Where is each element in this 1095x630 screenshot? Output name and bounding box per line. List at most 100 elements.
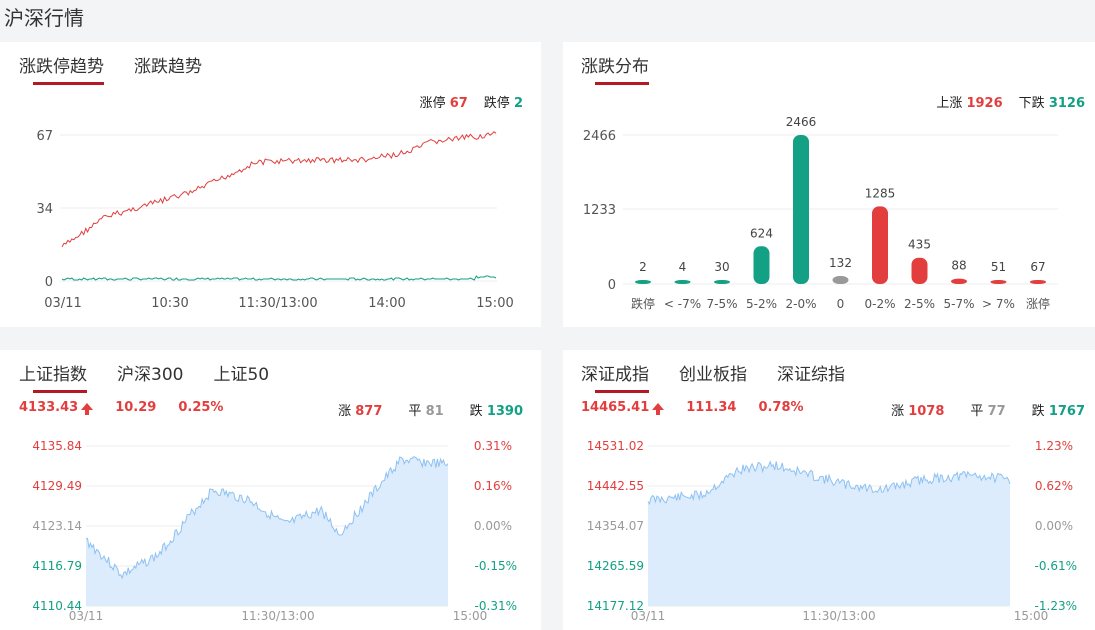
sz-down-count: 1767: [1048, 404, 1085, 419]
tab-updown-distribution[interactable]: 涨跌分布: [581, 52, 649, 85]
x-tick: 11:30/13:00: [238, 296, 317, 311]
tab-sh-composite[interactable]: 上证指数: [19, 360, 87, 393]
tab-sz-component[interactable]: 深证成指: [581, 360, 649, 393]
x-tick: 11:30/13:00: [802, 609, 875, 623]
limit-trend-tabs: 涨跌停趋势 涨跌趋势: [19, 52, 202, 85]
sz-price-line: [647, 460, 1011, 506]
sh-flat-count: 81: [425, 404, 444, 419]
sh-change-pct: 0.25%: [178, 400, 224, 415]
bar-value-label: 435: [908, 238, 931, 252]
dist-bar: [793, 135, 809, 284]
up-label: 涨: [338, 404, 352, 419]
dist-stats: 上涨 1926 下跌 3126: [936, 92, 1085, 111]
bar-value-label: 51: [991, 260, 1006, 274]
sz-up-count: 1078: [908, 404, 945, 419]
limit-down-count: 2: [513, 96, 523, 111]
right-tick: 0.16%: [474, 479, 512, 493]
right-tick: -0.31%: [475, 599, 517, 613]
left-tick: 4116.79: [32, 559, 82, 573]
up-arrow-icon: [652, 403, 665, 415]
flat-label: 平: [970, 404, 984, 419]
right-tick: -1.23%: [1035, 599, 1077, 613]
limit-trend-panel: 涨跌停趋势 涨跌趋势 涨停 67 跌停 2 67 34 0 03/11 10:3…: [0, 42, 541, 327]
x-tick: 11:30/13:00: [241, 609, 314, 623]
limit-down-label: 跌停: [483, 96, 510, 111]
tab-sz-composite[interactable]: 深证综指: [777, 365, 845, 385]
right-tick: -0.61%: [1035, 559, 1077, 573]
y-tick: 67: [36, 129, 53, 144]
left-tick: 4135.84: [32, 439, 82, 453]
category-label: > 7%: [982, 297, 1015, 311]
flat-label: 平: [408, 404, 422, 419]
dist-bar: [951, 278, 967, 284]
y-tick: 34: [36, 202, 53, 217]
left-tick: 4129.49: [32, 479, 82, 493]
down-label: 跌: [1031, 404, 1045, 419]
limit-down-series-line: [61, 275, 497, 281]
up-label: 涨: [891, 404, 905, 419]
sz-quote-row: 14465.41 111.34 0.78%: [581, 400, 804, 415]
bar-value-label: 88: [951, 259, 966, 273]
sh-up-count: 877: [355, 404, 383, 419]
bar-value-label: 67: [1030, 260, 1045, 274]
dist-bar: [832, 276, 849, 284]
x-tick: 15:00: [1014, 609, 1049, 623]
right-tick: 1.23%: [1035, 439, 1073, 453]
left-tick: 14442.55: [587, 479, 644, 493]
dist-bar: [635, 280, 651, 284]
category-label: 5-7%: [943, 297, 974, 311]
limit-up-series-line: [61, 131, 497, 248]
tab-updown-trend[interactable]: 涨跌趋势: [134, 57, 202, 77]
category-label: 涨停: [1026, 296, 1050, 311]
left-tick: 14531.02: [587, 439, 644, 453]
y-tick: 0: [45, 275, 53, 290]
sz-intraday-chart: 14531.02 14442.55 14354.07 14265.59 1417…: [587, 439, 1077, 623]
sz-price-area: [648, 461, 1010, 606]
dist-bar: [753, 246, 770, 284]
sz-breadth: 涨 1078 平 77 跌 1767: [891, 400, 1085, 419]
dist-bar: [674, 280, 691, 284]
category-label: 2-0%: [785, 297, 816, 311]
right-tick: -0.15%: [475, 559, 517, 573]
sh-intraday-chart: 4135.84 4129.49 4123.14 4116.79 4110.44 …: [32, 439, 517, 623]
bar-value-label: 1285: [865, 186, 896, 200]
x-tick: 03/11: [631, 609, 666, 623]
tab-limit-trend[interactable]: 涨跌停趋势: [19, 52, 104, 85]
sz-change-pct: 0.78%: [758, 400, 804, 415]
bar-value-label: 624: [750, 226, 773, 240]
up-label: 上涨: [936, 96, 963, 111]
limit-up-label: 涨停: [419, 96, 446, 111]
dist-bar: [990, 280, 1007, 284]
x-tick: 10:30: [151, 296, 188, 311]
left-tick: 14265.59: [587, 559, 644, 573]
limit-stats: 涨停 67 跌停 2: [420, 92, 523, 111]
bar-value-label: 2: [639, 260, 647, 274]
tab-chinext[interactable]: 创业板指: [679, 365, 747, 385]
down-label: 跌: [469, 404, 483, 419]
tab-sse50[interactable]: 上证50: [213, 365, 270, 385]
y-tick: 0: [608, 278, 616, 293]
sz-index-panel: 深证成指 创业板指 深证综指 14465.41 111.34 0.78% 涨 1…: [563, 350, 1095, 630]
dist-bar: [714, 280, 730, 284]
right-tick: 0.00%: [474, 519, 512, 533]
sh-price-line: [85, 456, 449, 580]
sz-flat-count: 77: [987, 404, 1006, 419]
x-tick: 03/11: [44, 296, 81, 311]
sh-index-panel: 上证指数 沪深300 上证50 4133.43 10.29 0.25% 涨 87…: [0, 350, 541, 630]
left-tick: 4123.14: [32, 519, 82, 533]
left-tick: 14177.12: [587, 599, 644, 613]
left-tick: 4110.44: [32, 599, 82, 613]
page-title: 沪深行情: [4, 6, 84, 30]
category-label: < -7%: [664, 297, 701, 311]
up-count: 1926: [966, 96, 1003, 111]
updown-distribution-panel: 涨跌分布 上涨 1926 下跌 3126 2466 1233 0 2 跌停 4 < -…: [563, 42, 1095, 327]
category-label: 7-5%: [706, 297, 737, 311]
left-tick: 14354.07: [587, 519, 644, 533]
x-tick: 15:00: [453, 609, 488, 623]
sz-index-tabs: 深证成指 创业板指 深证综指: [581, 360, 845, 393]
sh-price-area: [86, 456, 448, 606]
dist-bar: [911, 257, 928, 284]
right-tick: 0.31%: [474, 439, 512, 453]
sh-quote-row: 4133.43 10.29 0.25%: [19, 400, 223, 415]
tab-csi300[interactable]: 沪深300: [117, 365, 184, 385]
